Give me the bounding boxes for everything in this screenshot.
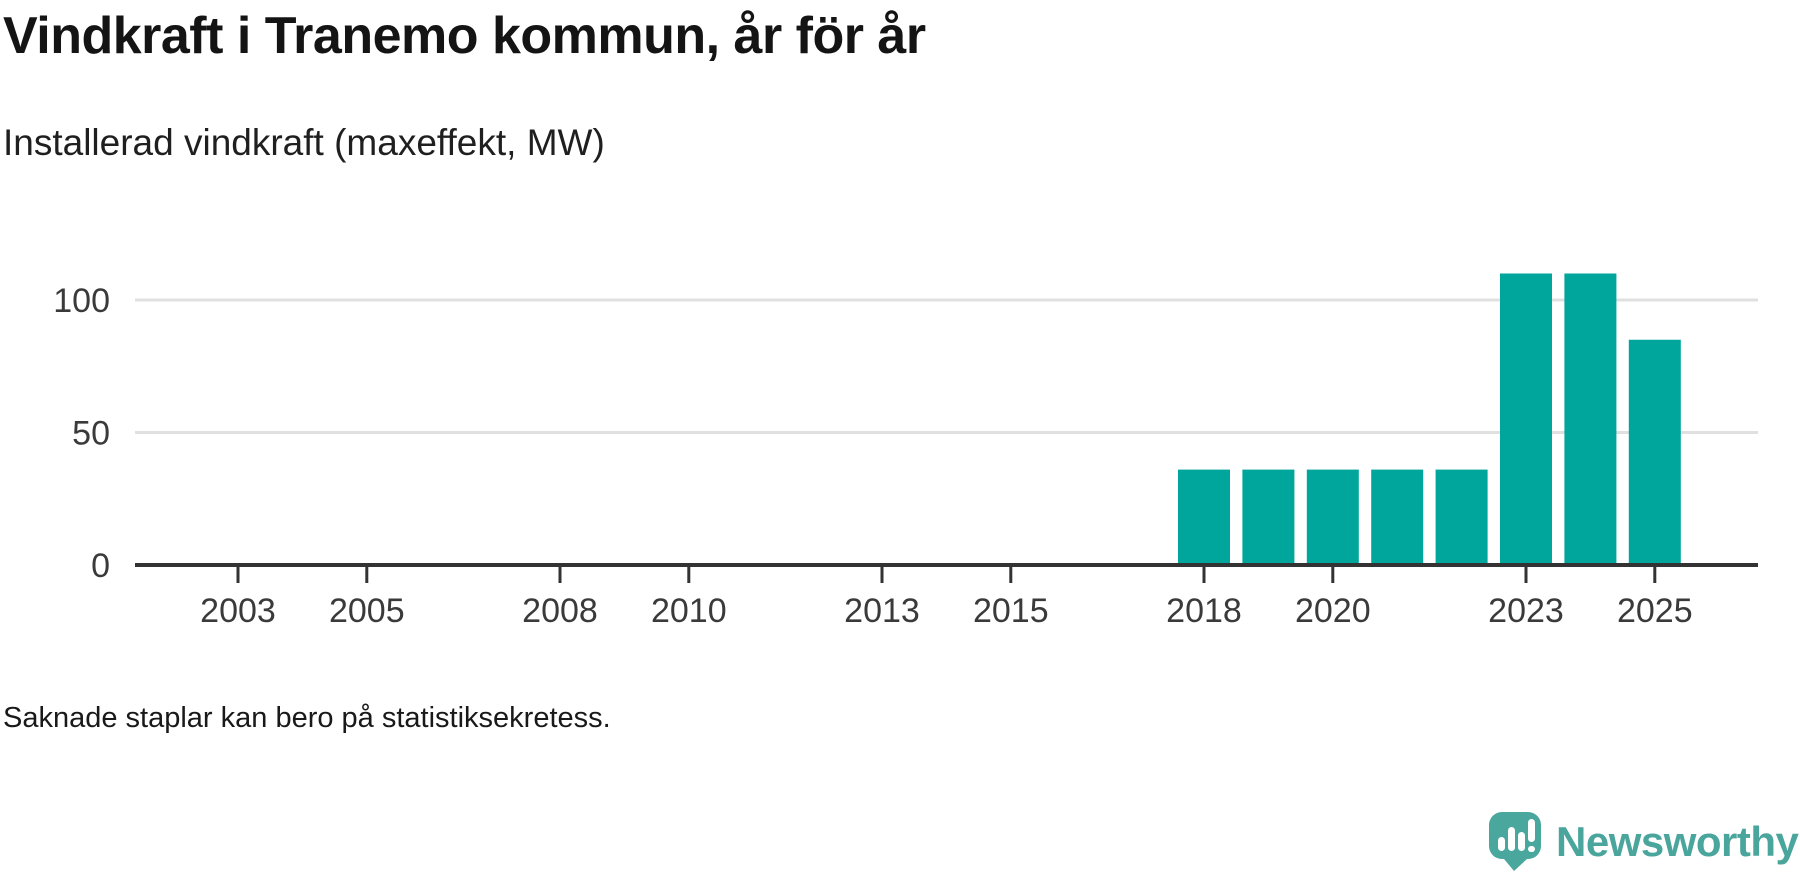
mini-bar-1 — [1498, 837, 1505, 851]
bar-2024 — [1564, 273, 1617, 566]
bar-2023 — [1500, 273, 1552, 566]
newsworthy-logo-icon — [1489, 812, 1541, 871]
x-tick-label-2013: 2013 — [844, 592, 920, 630]
y-tick-label-100: 100 — [53, 282, 110, 320]
newsworthy-logo-text: Newsworthy — [1556, 818, 1799, 865]
bar-2025 — [1628, 339, 1681, 566]
x-tick-label-2008: 2008 — [522, 592, 598, 630]
chart-subtitle: Installerad vindkraft (maxeffekt, MW) — [3, 122, 605, 163]
x-tick-label-2005: 2005 — [329, 592, 405, 630]
x-tick-label-2025: 2025 — [1617, 592, 1693, 630]
mini-bar-3 — [1518, 832, 1525, 851]
footnote: Saknade staplar kan bero på statistiksek… — [3, 702, 611, 734]
x-tick-label-2023: 2023 — [1488, 592, 1564, 630]
bar-2019 — [1242, 469, 1295, 566]
bar-2018 — [1178, 469, 1230, 566]
y-tick-label-0: 0 — [91, 547, 110, 585]
x-tick-label-2003: 2003 — [200, 592, 276, 630]
x-tick-label-2020: 2020 — [1295, 592, 1371, 630]
x-tick-label-2018: 2018 — [1166, 592, 1242, 630]
mini-bar-2 — [1508, 827, 1515, 851]
exclamation-dot — [1528, 846, 1535, 852]
bar-2021 — [1371, 469, 1424, 566]
chart-title: Vindkraft i Tranemo kommun, år för år — [3, 7, 926, 65]
newsworthy-brand: Newsworthy — [1489, 810, 1799, 874]
bar-2020 — [1306, 469, 1359, 566]
bar-2022 — [1435, 469, 1488, 566]
exclamation-bar — [1528, 819, 1535, 842]
x-tick-label-2010: 2010 — [651, 592, 727, 630]
x-tick-label-2015: 2015 — [973, 592, 1049, 630]
exclamation-mark-glyph — [1528, 819, 1535, 852]
mini-bar-chart-glyph — [1498, 827, 1525, 851]
y-tick-label-50: 50 — [72, 415, 110, 453]
